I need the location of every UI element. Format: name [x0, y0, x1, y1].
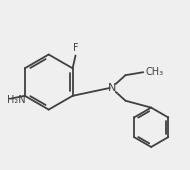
Text: N: N: [108, 83, 116, 93]
Text: F: F: [73, 42, 78, 53]
Text: CH₃: CH₃: [145, 67, 163, 77]
Text: H₂N: H₂N: [7, 95, 26, 105]
